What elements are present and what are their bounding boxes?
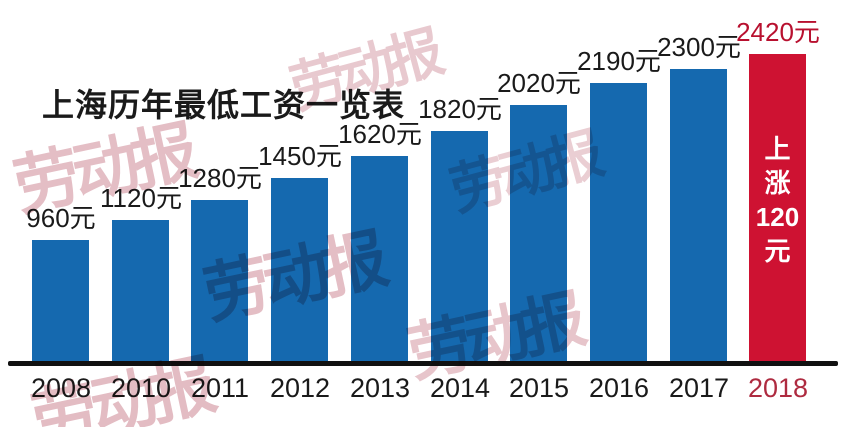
bar-2011 xyxy=(191,200,248,363)
bar-value-label: 1120元 xyxy=(100,183,182,213)
highlight-annotation-line: 元 xyxy=(764,236,791,266)
x-axis-label: 2012 xyxy=(269,373,331,403)
bar-2008 xyxy=(32,240,89,363)
x-axis-label: 2010 xyxy=(110,373,172,403)
bar-2012 xyxy=(271,178,328,363)
bar-2013 xyxy=(351,156,408,363)
highlight-annotation: 上涨 120 元 xyxy=(749,132,806,268)
x-axis-label: 2013 xyxy=(349,373,411,403)
bar-value-label: 1280元 xyxy=(178,163,262,193)
highlight-annotation-line: 120 xyxy=(755,202,800,232)
x-axis-label: 2014 xyxy=(429,373,491,403)
bar-value-label: 1450元 xyxy=(258,141,342,171)
x-axis-label: 2011 xyxy=(190,373,250,403)
highlight-bar-2018: 上涨 120 元 xyxy=(749,54,806,363)
x-axis-label: 2018 xyxy=(747,373,809,403)
x-axis-label: 2016 xyxy=(588,373,650,403)
bar-2014 xyxy=(431,131,488,363)
bar-value-label: 1820元 xyxy=(418,94,502,124)
bar-2016 xyxy=(590,83,647,363)
bar-value-label: 2190元 xyxy=(577,46,661,76)
bar-2010 xyxy=(112,220,169,363)
bar-value-label: 2300元 xyxy=(657,32,741,62)
chart-title: 上海历年最低工资一览表 xyxy=(42,87,406,123)
x-axis-line xyxy=(8,361,838,366)
x-axis-label: 2017 xyxy=(668,373,730,403)
highlight-annotation-line: 上 xyxy=(764,134,791,164)
bar-value-label: 2020元 xyxy=(497,68,581,98)
bar-value-label: 1620元 xyxy=(338,119,422,149)
bar-2017 xyxy=(670,69,727,363)
bar-2015 xyxy=(510,105,567,363)
highlight-annotation-line: 涨 xyxy=(764,168,791,198)
bar-value-label: 960元 xyxy=(26,203,96,233)
x-axis-label: 2008 xyxy=(30,373,92,403)
x-axis-label: 2015 xyxy=(508,373,570,403)
bar-value-label: 2420元 xyxy=(736,17,820,47)
